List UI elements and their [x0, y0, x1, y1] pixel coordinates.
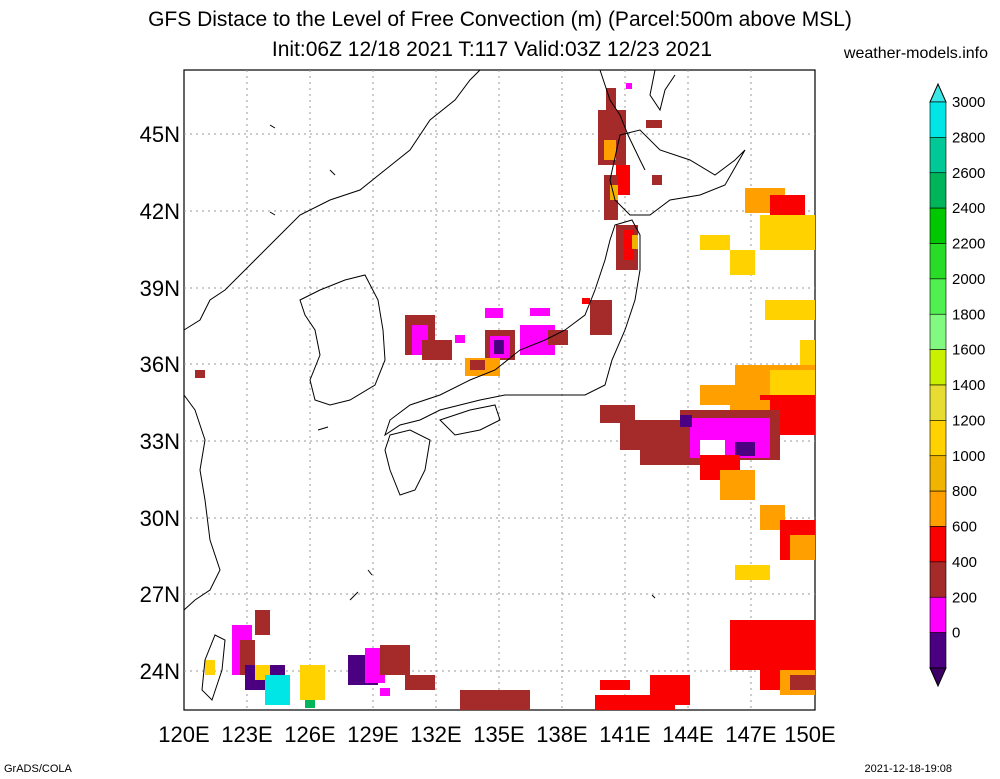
- colorbar-swatch: [929, 490, 947, 527]
- colorbar-swatch: [929, 455, 947, 492]
- map-subtitle: Init:06Z 12/18 2021 T:117 Valid:03Z 12/2…: [271, 38, 713, 61]
- colorbar-label: 400: [952, 554, 977, 571]
- colorbar-swatch: [929, 207, 947, 244]
- colorbar-under-arrow: [929, 667, 947, 688]
- colorbar-label: 2000: [952, 271, 985, 288]
- colorbar-label: 600: [952, 519, 977, 536]
- colorbar: 3000280026002400220020001800160014001200…: [929, 82, 985, 688]
- lfc-shading: [195, 83, 815, 710]
- site-credit: weather-models.info: [843, 45, 988, 62]
- colorbar-swatch: [929, 172, 947, 209]
- lon-label: 126E: [284, 722, 335, 747]
- lon-label: 120E: [158, 722, 209, 747]
- lat-label: 45N: [140, 122, 180, 147]
- colorbar-swatch: [929, 561, 947, 598]
- lat-label: 36N: [140, 352, 180, 377]
- lon-label: 141E: [599, 722, 650, 747]
- colorbar-label: 1400: [952, 377, 985, 394]
- lat-label: 24N: [140, 659, 180, 684]
- colorbar-swatch: [929, 420, 947, 457]
- colorbar-swatch: [929, 243, 947, 280]
- footer-timestamp: 2021-12-18-19:08: [864, 763, 952, 775]
- colorbar-label: 2600: [952, 165, 985, 182]
- lat-label: 39N: [140, 276, 180, 301]
- lat-label: 30N: [140, 506, 180, 531]
- lat-label: 33N: [140, 429, 180, 454]
- map-title: GFS Distace to the Level of Free Convect…: [148, 8, 852, 31]
- colorbar-label: 3000: [952, 94, 985, 111]
- longitude-axis: 120E 123E 126E 129E 132E 135E 138E 141E …: [158, 722, 835, 747]
- colorbar-label: 800: [952, 483, 977, 500]
- colorbar-swatch: [929, 278, 947, 315]
- latitude-axis: 45N 42N 39N 36N 33N 30N 27N 24N: [140, 122, 180, 684]
- lat-label: 42N: [140, 199, 180, 224]
- colorbar-label: 1000: [952, 448, 985, 465]
- colorbar-label: 2400: [952, 200, 985, 217]
- colorbar-label: 2800: [952, 129, 985, 146]
- colorbar-swatch: [929, 313, 947, 350]
- colorbar-swatch: [929, 384, 947, 421]
- colorbar-label: 2200: [952, 236, 985, 253]
- lon-label: 150E: [784, 722, 835, 747]
- colorbar-label: 0: [952, 625, 960, 642]
- colorbar-label: 1600: [952, 342, 985, 359]
- colorbar-over-arrow: [929, 82, 947, 103]
- coastlines: [183, 69, 746, 701]
- lon-label: 123E: [221, 722, 272, 747]
- colorbar-swatch: [929, 101, 947, 138]
- colorbar-swatch: [929, 137, 947, 174]
- colorbar-swatch: [929, 526, 947, 563]
- lon-label: 138E: [536, 722, 587, 747]
- footer-software: GrADS/COLA: [4, 763, 72, 775]
- colorbar-swatch: [929, 632, 947, 669]
- colorbar-swatch: [929, 349, 947, 386]
- lon-label: 144E: [662, 722, 713, 747]
- lon-label: 135E: [473, 722, 524, 747]
- lat-label: 27N: [140, 582, 180, 607]
- colorbar-label: 1200: [952, 412, 985, 429]
- lon-label: 147E: [725, 722, 776, 747]
- lon-label: 129E: [347, 722, 398, 747]
- colorbar-swatch: [929, 596, 947, 633]
- colorbar-label: 200: [952, 589, 977, 606]
- colorbar-label: 1800: [952, 306, 985, 323]
- lon-label: 132E: [410, 722, 461, 747]
